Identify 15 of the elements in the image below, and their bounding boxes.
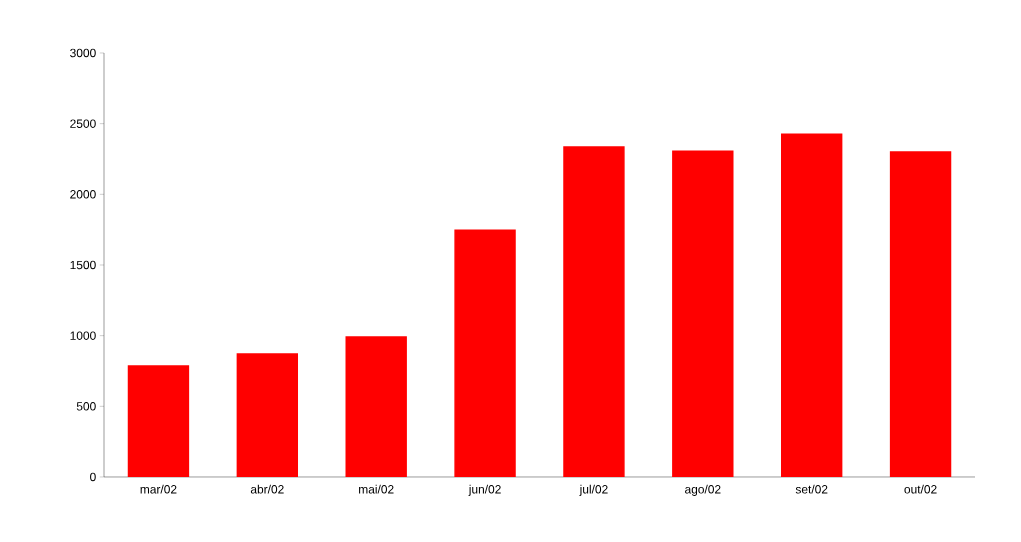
y-tick-label: 2000	[70, 190, 96, 199]
x-tick-label: jul/02	[579, 484, 608, 496]
y-tick-label: 1500	[70, 260, 96, 270]
y-tick-label: 1000	[70, 331, 96, 340]
x-tick-label: mar/02	[140, 484, 177, 494]
x-tick-label: abr/02	[250, 484, 284, 494]
x-tick-label: out/02	[904, 484, 937, 494]
x-tick-label: mai/02	[359, 484, 394, 494]
y-tick-label: 500	[76, 402, 96, 411]
x-tick-label: set/02	[795, 484, 828, 494]
y-tick-label: 3000	[70, 48, 96, 58]
x-tick-label: jun/02	[468, 484, 501, 496]
y-tick-label: 2500	[70, 119, 96, 128]
x-tick-label: ago/02	[685, 484, 721, 496]
y-tick-label: 0	[90, 472, 96, 482]
